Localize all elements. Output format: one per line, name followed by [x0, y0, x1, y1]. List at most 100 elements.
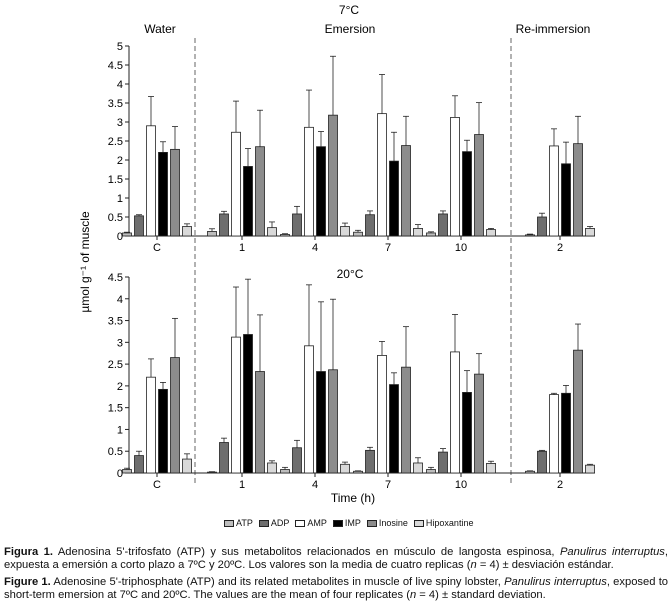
y-tick-label: 4 — [117, 79, 123, 91]
bar-hipoxantine — [585, 227, 595, 237]
y-tick-label: 1.5 — [108, 403, 123, 415]
bar-adp — [219, 442, 229, 474]
bar-adp — [537, 450, 547, 474]
bar-adp — [134, 455, 144, 474]
bar-inosine — [474, 373, 484, 474]
bar-hipoxantine — [340, 226, 350, 237]
bar-amp — [377, 354, 387, 474]
caption-en-species: Panulirus interruptus — [504, 576, 607, 588]
bar-adp — [134, 215, 144, 237]
legend-label: Hipoxantine — [425, 518, 474, 528]
y-tick-label: 2 — [117, 155, 123, 167]
legend-swatch — [224, 519, 234, 527]
bar-hipoxantine — [413, 227, 423, 237]
y-tick-label: 5 — [117, 41, 123, 53]
y-tick-label: 4 — [117, 294, 123, 306]
bar-hipoxantine — [413, 462, 423, 474]
y-axis-label: µmol g⁻¹ of muscle — [78, 211, 92, 313]
caption-es-n: n — [470, 559, 477, 571]
caption-spanish: Figura 1. Adenosina 5'-trifosfato (ATP) … — [4, 546, 668, 572]
bar-amp — [549, 145, 559, 237]
chart-legend: ATP ADP AMP IMP Inosine Hipoxantine — [224, 516, 476, 530]
bar-amp — [450, 117, 460, 237]
legend-item: AMP — [295, 518, 327, 528]
y-tick-label: 0 — [117, 231, 123, 243]
caption-en-label: Figure 1. — [4, 576, 51, 588]
bar-atp — [353, 470, 363, 474]
section-label: Water — [144, 22, 176, 36]
y-tick-label: 1 — [117, 424, 123, 436]
bar-atp — [426, 469, 436, 474]
bar-imp — [389, 384, 399, 474]
bar-inosine — [170, 148, 180, 237]
y-tick-label: 0.5 — [108, 446, 123, 458]
bar-inosine — [401, 366, 411, 474]
x-tick-label: 7 — [385, 242, 391, 254]
bar-imp — [316, 146, 326, 237]
bar-atp — [280, 234, 290, 237]
y-tick-label: 1 — [117, 193, 123, 205]
legend-item: ATP — [224, 518, 253, 528]
bar-inosine — [328, 369, 338, 474]
bar-inosine — [573, 143, 583, 237]
caption-en-text-1: Adenosine 5'-triphosphate (ATP) and its … — [50, 576, 505, 588]
bar-imp — [389, 160, 399, 237]
bar-imp — [158, 388, 168, 474]
bar-atp — [207, 231, 217, 237]
legend-item: ADP — [258, 518, 289, 528]
bar-atp — [207, 471, 217, 474]
legend-swatch — [258, 519, 269, 527]
bar-imp — [561, 392, 571, 474]
bar-hipoxantine — [267, 462, 277, 474]
x-tick-label: 10 — [455, 479, 467, 491]
legend-item: IMP — [332, 518, 361, 528]
bar-adp — [292, 213, 302, 237]
bar-inosine — [255, 146, 265, 237]
caption-es-species: Panulirus interruptus — [559, 546, 665, 558]
bar-imp — [243, 334, 253, 474]
caption-en-text-2: , exposed to short-term emersion at 7ºC … — [4, 576, 669, 601]
bar-amp — [304, 345, 314, 474]
caption-es-text-1: Adenosina 5'-trifosfato (ATP) y sus meta… — [52, 546, 560, 558]
y-tick-label: 3.5 — [108, 316, 123, 328]
legend-label: AMP — [307, 518, 327, 528]
legend-swatch — [295, 519, 306, 527]
caption-english: Figure 1. Adenosine 5'-triphosphate (ATP… — [4, 576, 668, 602]
legend-item: Hipoxantine — [413, 518, 474, 528]
y-tick-label: 3.5 — [108, 98, 123, 110]
bar-amp — [231, 131, 241, 237]
x-tick-label: 4 — [312, 479, 318, 491]
x-tick-label: 7 — [385, 479, 391, 491]
y-tick-label: 4.5 — [108, 60, 123, 72]
figure-chart: 7°C Water Emersion Re-immersion µmol g⁻¹ of … — [78, 3, 595, 505]
x-tick-label: 1 — [239, 242, 245, 254]
bar-atp — [280, 469, 290, 474]
bar-atp — [525, 234, 535, 237]
x-tick-label: 10 — [455, 242, 467, 254]
bar-amp — [231, 336, 241, 474]
x-tick-label: 1 — [239, 479, 245, 491]
bar-adp — [537, 216, 547, 237]
panel-title-20c: 20°C — [337, 267, 364, 281]
bar-hipoxantine — [486, 463, 496, 474]
y-tick-label: 0.5 — [108, 212, 123, 224]
bar-imp — [561, 163, 571, 237]
y-tick-label: 3 — [117, 117, 123, 129]
legend-swatch — [413, 519, 424, 527]
y-tick-label: 2.5 — [108, 136, 123, 148]
caption-es-label: Figura 1. — [4, 546, 53, 558]
legend-item: Inosine — [366, 518, 408, 528]
x-axis-label: Time (h) — [331, 491, 375, 505]
bar-hipoxantine — [182, 226, 192, 237]
bar-hipoxantine — [182, 458, 192, 474]
bar-hipoxantine — [585, 464, 595, 474]
legend-label: Inosine — [378, 518, 408, 528]
y-tick-label: 2.5 — [108, 359, 123, 371]
y-tick-label: 2 — [117, 381, 123, 393]
section-label: Emersion — [325, 22, 376, 36]
chart-title-7c: 7°C — [339, 3, 359, 17]
x-tick-label: C — [153, 479, 161, 491]
bar-amp — [549, 394, 559, 474]
bar-inosine — [474, 134, 484, 237]
figure-caption: Figura 1. Adenosina 5'-trifosfato (ATP) … — [4, 546, 668, 606]
